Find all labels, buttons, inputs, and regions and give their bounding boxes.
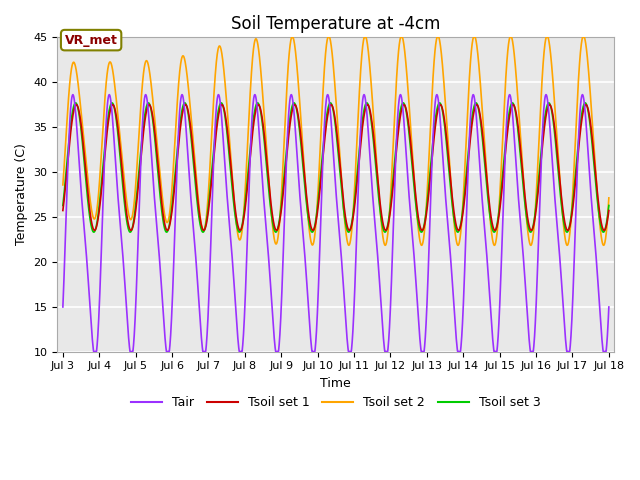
Tsoil set 1 — [595, 198, 602, 204]
Tsoil set 3 — [154, 167, 161, 173]
Tsoil set 2 — [595, 204, 602, 210]
Y-axis label: Temperature (C): Temperature (C) — [15, 144, 28, 245]
Tsoil set 2 — [600, 242, 607, 248]
Tsoil set 2 — [59, 182, 67, 188]
Tair — [59, 304, 67, 310]
Tair — [154, 234, 161, 240]
Legend: Tair, Tsoil set 1, Tsoil set 2, Tsoil set 3: Tair, Tsoil set 1, Tsoil set 2, Tsoil se… — [126, 391, 546, 414]
Tair — [579, 92, 586, 97]
Text: VR_met: VR_met — [65, 34, 118, 47]
Line: Tsoil set 1: Tsoil set 1 — [63, 105, 609, 230]
Tsoil set 2 — [292, 54, 300, 60]
Tsoil set 1 — [154, 159, 161, 165]
Tsoil set 3 — [122, 207, 129, 213]
Tair — [292, 138, 300, 144]
Tsoil set 3 — [72, 100, 79, 106]
Line: Tair: Tair — [63, 95, 609, 351]
Tsoil set 3 — [600, 229, 607, 235]
Title: Soil Temperature at -4cm: Soil Temperature at -4cm — [231, 15, 440, 33]
Tsoil set 2 — [268, 220, 276, 226]
Tsoil set 3 — [595, 206, 602, 212]
Tsoil set 1 — [605, 208, 612, 214]
Tsoil set 1 — [59, 208, 67, 214]
Tair — [90, 348, 97, 354]
Line: Tsoil set 2: Tsoil set 2 — [63, 37, 609, 245]
X-axis label: Time: Time — [321, 377, 351, 390]
Tsoil set 2 — [605, 195, 612, 201]
Line: Tsoil set 3: Tsoil set 3 — [63, 103, 609, 232]
Tsoil set 3 — [269, 218, 276, 224]
Tsoil set 2 — [536, 127, 543, 132]
Tair — [536, 207, 543, 213]
Tsoil set 1 — [536, 175, 543, 180]
Tsoil set 1 — [269, 212, 276, 218]
Tsoil set 1 — [72, 102, 80, 108]
Tsoil set 1 — [600, 228, 608, 233]
Tsoil set 2 — [154, 146, 161, 152]
Tair — [605, 304, 612, 310]
Tair — [269, 310, 276, 316]
Tsoil set 2 — [122, 185, 129, 191]
Tsoil set 3 — [59, 203, 67, 208]
Tsoil set 3 — [605, 203, 612, 208]
Tsoil set 2 — [288, 35, 296, 40]
Tsoil set 1 — [122, 200, 129, 206]
Tair — [122, 288, 129, 293]
Tsoil set 1 — [292, 104, 300, 109]
Tair — [595, 287, 602, 293]
Tsoil set 3 — [292, 104, 300, 110]
Tsoil set 3 — [536, 167, 543, 173]
